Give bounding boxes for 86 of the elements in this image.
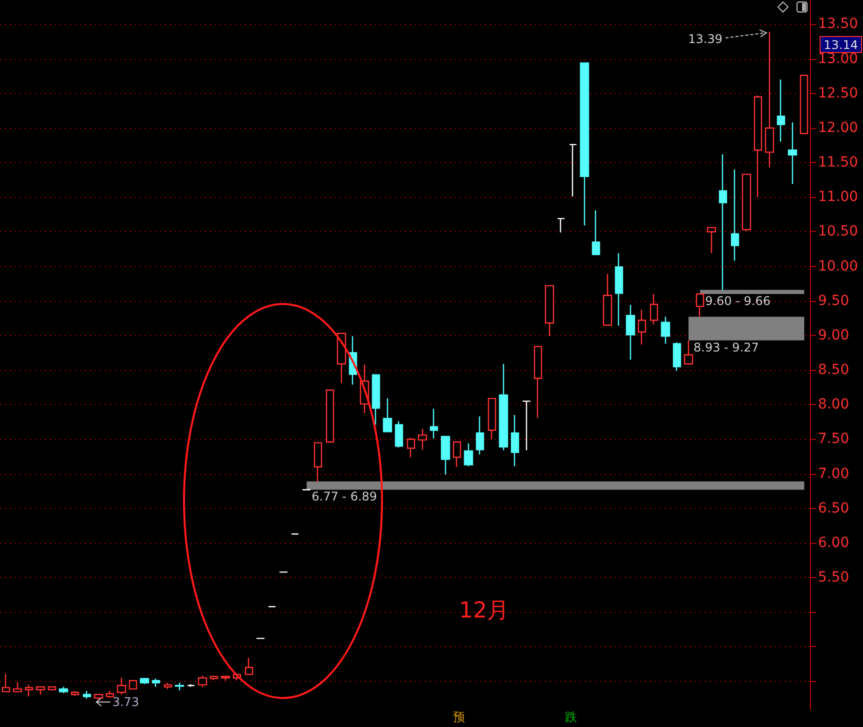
candlestick [48, 686, 56, 690]
y-tick-label: 6.00 [818, 534, 850, 551]
y-tick-label: 11.50 [818, 154, 858, 171]
candlestick [488, 398, 496, 440]
y-tick-label: 6.50 [818, 500, 850, 516]
candlestick [220, 675, 230, 682]
band-label: 9.60 - 9.66 [705, 294, 770, 308]
candlestick [372, 374, 380, 426]
candlestick [592, 210, 600, 256]
candlestick [510, 414, 520, 467]
band-label: 6.77 - 6.89 [312, 490, 378, 504]
y-tick-label: 11.00 [818, 189, 858, 206]
candlestick [660, 316, 670, 344]
y-tick-label: 13.50 [818, 16, 858, 32]
candlestick [24, 684, 34, 698]
candlestick [742, 174, 752, 232]
candlestick [754, 94, 762, 198]
candlestick [718, 154, 728, 290]
candlestick [186, 684, 196, 688]
candlestick [580, 62, 590, 226]
candlestick [152, 678, 160, 688]
candlestick [672, 342, 682, 372]
text: 预 [453, 710, 465, 724]
candlestick [464, 442, 474, 467]
y-tick-label: 13.00 [818, 50, 858, 67]
y-tick-label: 5.50 [818, 570, 850, 586]
candlestick [650, 293, 658, 326]
candlestick [788, 122, 798, 185]
candlestick [198, 675, 208, 688]
candlestick [730, 168, 740, 262]
annotation: 13.39 [688, 32, 722, 46]
y-tick-label: 12.00 [818, 120, 858, 136]
annotation: 3.73 [112, 695, 140, 710]
y-tick-label: 10.00 [818, 258, 858, 274]
y-tick-label: 7.00 [818, 466, 850, 482]
candlestick [174, 682, 184, 691]
y-tick-label: 10.50 [818, 224, 858, 240]
candlestick [440, 436, 450, 476]
candlestick [696, 293, 704, 318]
band-label: 8.93 - 9.27 [694, 340, 759, 354]
candlestick [326, 390, 334, 443]
candlestick [36, 686, 46, 696]
y-tick-label: 8.50 [818, 362, 850, 378]
candlestick [2, 673, 10, 692]
candlestick [614, 252, 624, 326]
candlestick [314, 442, 322, 482]
candlestick [418, 428, 428, 450]
candlestick [556, 218, 566, 234]
candlestick [684, 340, 694, 364]
text: 13.14 [824, 38, 858, 52]
candlestick [210, 675, 218, 681]
candlestick [116, 677, 126, 696]
candlestick [430, 408, 438, 440]
y-tick-label: 9.50 [818, 292, 850, 309]
candlestick [534, 346, 542, 418]
candlestick [452, 441, 462, 468]
candlestick [544, 285, 554, 337]
candlestick [800, 74, 808, 134]
candlestick [164, 682, 172, 690]
candlestick [140, 677, 150, 685]
text: 跌 [565, 710, 577, 724]
annotation: 12月 [459, 598, 509, 624]
candlestick [394, 420, 404, 448]
candlestick [626, 304, 636, 360]
candlestick [568, 144, 578, 198]
y-tick-label: 7.50 [818, 431, 850, 448]
candlestick [476, 416, 484, 456]
y-tick-label: 8.00 [818, 396, 850, 413]
candlestick [382, 398, 392, 432]
y-tick-label: 12.50 [818, 85, 858, 102]
candlestick [706, 226, 716, 254]
candlestick [82, 690, 92, 700]
candlestick [498, 363, 508, 451]
y-tick-label: 9.00 [818, 327, 850, 344]
candlestick [602, 273, 612, 326]
candlestick [522, 400, 532, 451]
candlestick [70, 690, 80, 696]
candlestick [58, 686, 68, 694]
candlestick [106, 690, 114, 699]
candlestick [244, 657, 254, 676]
candlestick [776, 78, 786, 142]
candlestick [406, 437, 416, 458]
candlestick [764, 31, 774, 168]
candlestick [128, 680, 138, 690]
candlestick [12, 681, 22, 692]
candlestick [638, 309, 646, 346]
